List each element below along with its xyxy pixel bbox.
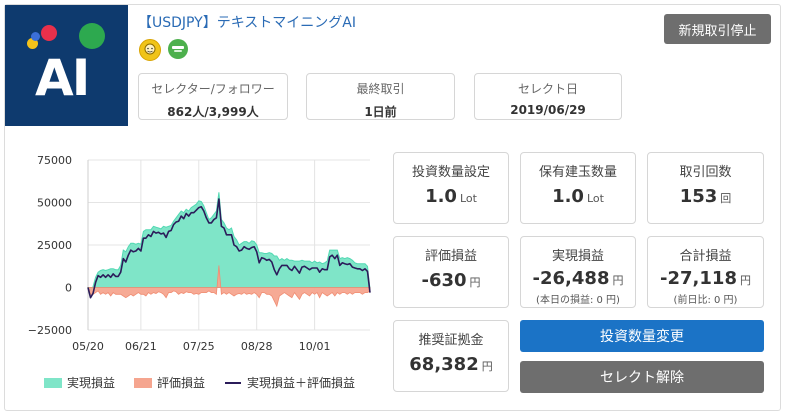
legend-total-label: 実現損益＋評価損益	[247, 376, 356, 390]
total-line-swatch	[225, 381, 241, 384]
volume-setting-box: 投資数量設定 1.0 Lot	[393, 152, 509, 224]
legend-realized: 実現損益	[44, 374, 115, 391]
total-pnl-box: 合計損益 -27,118 円 (前日比: 0 円)	[647, 236, 764, 308]
chart-y-axis: 75000 50000 25000 0 −25000	[28, 154, 72, 337]
realized-today-note: (本日の損益: 0 円)	[536, 295, 620, 306]
total-pnl-label: 合計損益	[679, 249, 732, 264]
unrealized-pnl-unit: 円	[469, 276, 481, 289]
logo-green-dot	[79, 23, 105, 49]
logo-text: AI	[35, 49, 90, 107]
unrealized-pnl-label: 評価損益	[424, 249, 477, 264]
chart-x-axis: 05/20 06/21 07/25 08/28 10/01	[72, 340, 330, 353]
selector-follower-label: セレクター/フォロワー	[151, 82, 275, 96]
unrealized-pnl-box: 評価損益 -630 円	[393, 236, 509, 308]
realized-area	[87, 192, 371, 292]
x-tick-label: 05/20	[72, 340, 104, 353]
logo-red-dot	[41, 25, 57, 41]
legend-unrealized-label: 評価損益	[157, 376, 206, 390]
trade-count-unit: 回	[720, 192, 732, 205]
last-trade-value: 1日前	[364, 105, 397, 119]
y-tick-label: −25000	[28, 324, 72, 337]
face-badge-icon	[139, 39, 161, 61]
legend-unrealized: 評価損益	[134, 374, 205, 391]
unrealized-area	[87, 265, 371, 308]
logo-blue-dot	[31, 32, 40, 41]
unrealized-swatch	[134, 377, 152, 388]
selector-follower-value: 862人/3,999人	[167, 105, 259, 119]
recommended-margin-box: 推奨証拠金 68,382 円	[393, 320, 509, 392]
strategy-title[interactable]: 【USDJPY】テキストマイニングAI	[138, 15, 357, 31]
stop-new-trades-button[interactable]: 新規取引停止	[664, 14, 771, 44]
realized-pnl-box: 実現損益 -26,488 円 (本日の損益: 0 円)	[520, 236, 636, 308]
pnl-chart: 75000 50000 25000 0 −25000 05/20 06/21 07/25 08…	[28, 154, 371, 353]
total-line	[87, 198, 371, 299]
logo-yellow-dot	[27, 38, 38, 49]
realized-pnl-value: -26,488	[532, 268, 610, 289]
y-tick-label: 25000	[37, 239, 72, 252]
open-position-value: 1.0	[552, 186, 584, 207]
volume-setting-unit: Lot	[459, 192, 477, 205]
x-tick-label: 08/28	[241, 340, 273, 353]
select-date-box: セレクト日 2019/06/29	[474, 73, 622, 120]
y-tick-label: 0	[65, 282, 72, 295]
popular-top10-badge-icon	[168, 39, 188, 59]
trade-count-value: 153	[679, 186, 718, 207]
chart-series	[87, 192, 371, 308]
y-tick-label: 75000	[37, 154, 72, 167]
volume-setting-label: 投資数量設定	[411, 165, 490, 180]
total-pnl-value: -27,118	[660, 268, 737, 289]
last-trade-label: 最終取引	[356, 82, 405, 96]
realized-pnl-label: 実現損益	[551, 249, 604, 264]
volume-setting-value: 1.0	[425, 186, 457, 207]
realized-pnl-unit: 円	[612, 274, 624, 287]
unselect-button[interactable]: セレクト解除	[520, 361, 764, 393]
recommended-margin-label: 推奨証拠金	[418, 333, 484, 348]
realized-swatch	[44, 377, 62, 388]
last-trade-box: 最終取引 1日前	[306, 73, 455, 120]
select-date-label: セレクト日	[517, 82, 578, 96]
trade-count-label: 取引回数	[679, 165, 732, 180]
unrealized-pnl-value: -630	[421, 270, 467, 291]
x-tick-label: 06/21	[125, 340, 157, 353]
legend-realized-label: 実現損益	[67, 376, 116, 390]
trade-count-box: 取引回数 153 回	[647, 152, 764, 224]
recommended-margin-value: 68,382	[409, 354, 479, 375]
total-prev-day-note: (前日比: 0 円)	[673, 295, 738, 306]
change-volume-button[interactable]: 投資数量変更	[520, 320, 764, 352]
x-tick-label: 10/01	[299, 340, 331, 353]
open-position-unit: Lot	[586, 192, 604, 205]
total-pnl-unit: 円	[739, 274, 751, 287]
select-date-value: 2019/06/29	[510, 103, 586, 117]
open-position-box: 保有建玉数量 1.0 Lot	[520, 152, 636, 224]
x-tick-label: 07/25	[183, 340, 215, 353]
selector-follower-box: セレクター/フォロワー 862人/3,999人	[138, 73, 288, 120]
legend-total: 実現損益＋評価損益	[224, 374, 355, 391]
y-tick-label: 50000	[37, 197, 72, 210]
recommended-margin-unit: 円	[481, 360, 493, 373]
open-position-label: 保有建玉数量	[538, 165, 617, 180]
strategy-logo: AI	[5, 5, 128, 126]
